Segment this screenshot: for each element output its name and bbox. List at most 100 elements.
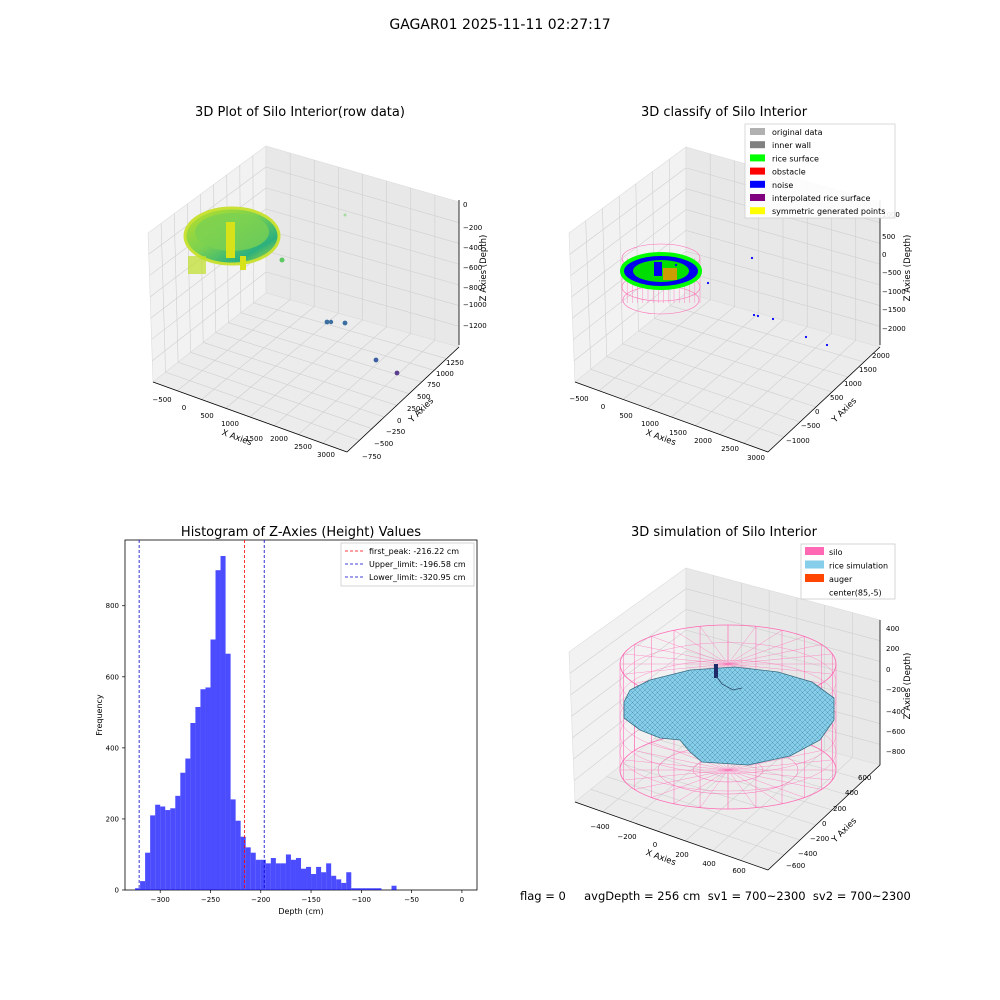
- histogram-bar: [225, 653, 231, 890]
- panel-title: Histogram of Z-Axies (Height) Values: [181, 525, 421, 540]
- grid-y-floor: [622, 343, 817, 408]
- histogram-bar: [391, 885, 397, 890]
- x-tick-label: 2000: [694, 437, 712, 445]
- z-tick-label: −400: [886, 708, 905, 716]
- y-tick-label: 200: [833, 805, 846, 813]
- z-tick-label: −600: [463, 264, 482, 272]
- x-tick-label: −200: [251, 896, 270, 904]
- histogram-bar: [361, 888, 367, 890]
- x-label: Depth (cm): [278, 907, 323, 916]
- grid-z-wall: [152, 271, 267, 361]
- z-tick-label: 0: [882, 251, 886, 259]
- silo-floor-spoke: [634, 769, 729, 790]
- legend-swatch: [750, 154, 765, 162]
- grid-y-wall: [602, 208, 608, 357]
- z-tick-label: −1200: [463, 322, 487, 330]
- x-tick-label: 600: [732, 867, 745, 875]
- z-tick-label: −2000: [882, 325, 906, 333]
- panel-raw-scatter: 3D Plot of Silo Interior(row data) −500 0 5…: [147, 105, 489, 461]
- outlier-point: [394, 370, 400, 376]
- silo-top-spoke: [727, 653, 833, 665]
- legend-swatch: [750, 167, 765, 175]
- y-tick-label: 400: [845, 789, 858, 797]
- histogram-bar: [306, 866, 312, 890]
- grid-z-back: [265, 166, 460, 224]
- x-axis: [152, 381, 348, 453]
- noise-point: [706, 281, 710, 285]
- silo-floor-spoke: [699, 769, 729, 808]
- silo-floor-spoke: [727, 769, 783, 804]
- grid-y-floor: [638, 330, 833, 393]
- x-tick-label: 500: [619, 412, 632, 420]
- z-tick-label: −800: [886, 748, 905, 756]
- y-tick-label: 500: [830, 394, 843, 402]
- y-tick-label: 250: [407, 405, 420, 413]
- panel-histogram: Histogram of Z-Axies (Height) Values −300…: [95, 525, 478, 916]
- x-tick-label: −150: [301, 896, 320, 904]
- silo-floor-spoke: [727, 769, 757, 808]
- legend-label: symmetric generated points: [772, 207, 885, 216]
- histogram-bar: [280, 863, 286, 890]
- outlier-point: [279, 257, 285, 263]
- grid-x-floor: [719, 333, 832, 435]
- histogram-bar: [250, 852, 256, 890]
- grid-x-floor: [322, 340, 436, 444]
- histogram-bar: [210, 639, 216, 890]
- histogram-bar: [285, 854, 291, 890]
- noise-cluster: [654, 262, 662, 276]
- histogram-bar: [150, 815, 156, 890]
- grid-x-floor: [201, 306, 315, 400]
- z-tick-label: 400: [886, 625, 899, 633]
- y-tick-label: 800: [106, 602, 119, 610]
- histogram-bar: [215, 570, 221, 890]
- histogram-bar: [155, 804, 161, 890]
- silo-top-spoke: [673, 630, 729, 665]
- grid-y-floor: [253, 302, 447, 359]
- grid-y-floor: [606, 356, 801, 423]
- histogram-bar: [311, 874, 317, 890]
- legend-label: Lower_limit: -320.95 cm: [369, 573, 466, 582]
- x-tick-label: 200: [675, 851, 688, 859]
- grid-y-wall: [652, 171, 655, 319]
- z-tick-label: 0: [463, 201, 467, 209]
- noise-point: [825, 343, 829, 347]
- histogram-bar: [270, 858, 276, 890]
- histogram-bar: [235, 820, 241, 890]
- x-tick-label: −250: [201, 896, 220, 904]
- grid-z-back: [685, 588, 881, 642]
- x-tick-label: 1500: [669, 429, 687, 437]
- grid-z-back: [685, 209, 881, 265]
- y-tick-label: 400: [106, 744, 119, 752]
- y-tick-label: 0: [397, 417, 401, 425]
- silo-floor-spoke: [727, 769, 833, 781]
- grid-x-floor: [598, 299, 711, 391]
- grid-x-floor: [647, 313, 759, 409]
- x-axis: [574, 381, 769, 453]
- status-line: flag = 0 avgDepth = 256 cm sv1 = 700~230…: [520, 889, 911, 903]
- legend-label: inner wall: [772, 141, 811, 150]
- legend-label: noise: [772, 181, 793, 190]
- histogram-bar: [366, 888, 372, 890]
- x-tick-label: 2500: [294, 443, 312, 451]
- histogram-bar: [265, 863, 271, 890]
- legend-frame: [744, 123, 896, 219]
- grid-z-back: [265, 208, 460, 265]
- grid-z-back: [685, 629, 881, 683]
- x-tick-label: −400: [590, 823, 609, 831]
- grid-y-floor: [178, 361, 372, 429]
- histogram-bar: [165, 810, 171, 890]
- grid-z-wall: [571, 629, 687, 717]
- legend-label: rice simulation: [829, 562, 888, 571]
- z-tick-label: −200: [886, 686, 905, 694]
- grid-z-back: [265, 250, 460, 306]
- histogram-bar: [301, 868, 307, 890]
- y-tick-label: 1250: [446, 359, 464, 367]
- silo-floor-spoke: [651, 742, 729, 771]
- x-tick-label: 1000: [221, 420, 239, 428]
- wall-point-cloud: [188, 256, 206, 274]
- silo-top-spoke: [727, 636, 805, 665]
- histogram-bar: [356, 888, 362, 890]
- grid-x-floor: [712, 749, 825, 851]
